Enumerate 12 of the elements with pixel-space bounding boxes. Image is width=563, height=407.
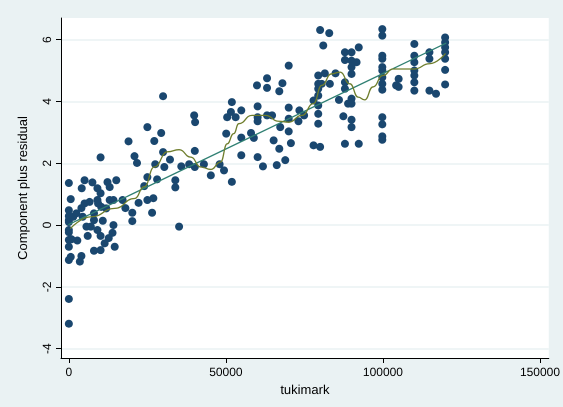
x-tick-label: 100000: [362, 365, 404, 379]
x-axis-title: tukimark: [280, 382, 330, 397]
y-tick-label: -2: [40, 281, 54, 292]
y-tick-label: 6: [40, 36, 54, 43]
y-tick-label: 0: [40, 221, 54, 228]
y-tick-label: 2: [40, 160, 54, 167]
y-tick-label: 4: [40, 98, 54, 105]
x-tick-label: 50000: [209, 365, 243, 379]
x-tick-label: 0: [66, 365, 73, 379]
y-tick-label: -4: [40, 343, 54, 354]
y-axis-title: Component plus residual: [15, 116, 30, 260]
x-tick-label: 150000: [520, 365, 560, 379]
